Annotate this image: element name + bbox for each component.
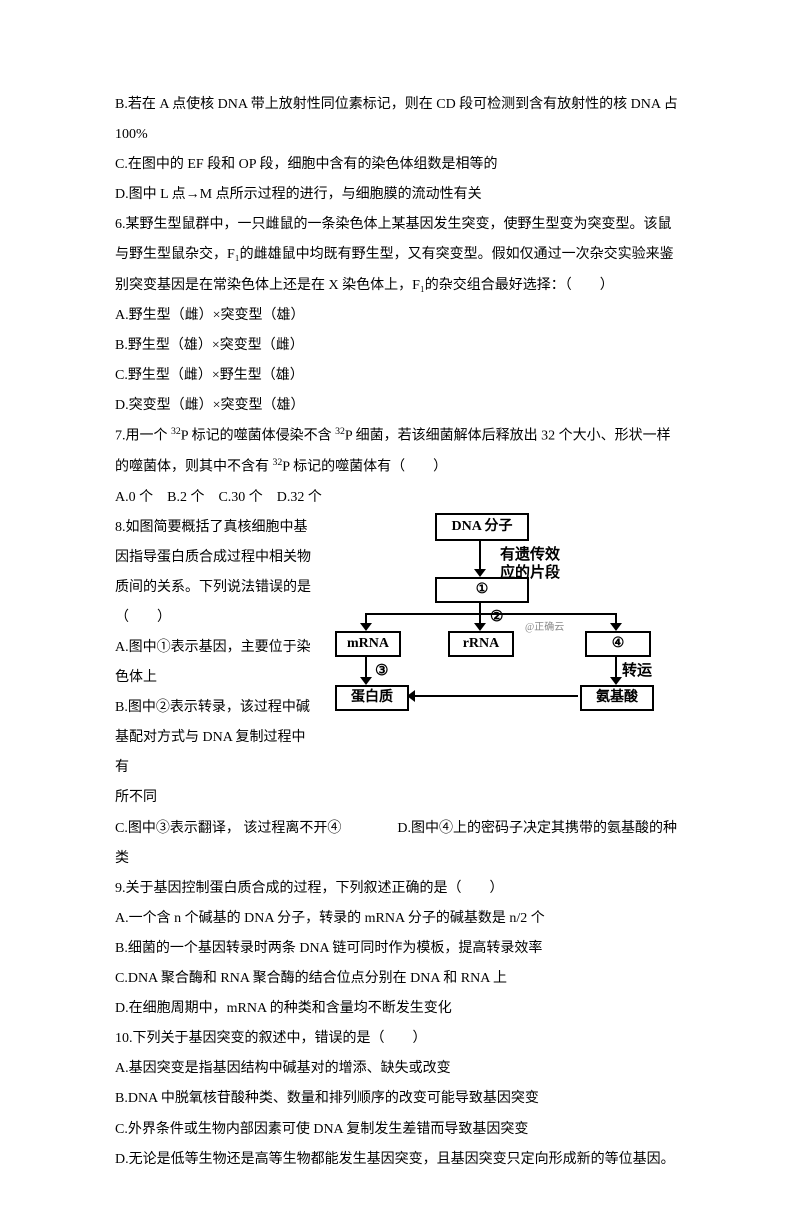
watermark: @正确云 [525, 617, 564, 639]
q8-l4: （ ） [115, 603, 315, 633]
q10-option-a: A.基因突变是指基因结构中碱基对的增添、缺失或改变 [115, 1054, 710, 1084]
dna-box: DNA 分子 [435, 513, 529, 541]
protein-box: 蛋白质 [335, 685, 409, 711]
q8-l5: A.图中①表示基因，主要位于染 [115, 633, 315, 663]
q9-option-d: D.在细胞周期中，mRNA 的种类和含量均不断发生变化 [115, 994, 710, 1024]
q8-l8: 基配对方式与 DNA 复制过程中有 [115, 723, 315, 783]
q8-l6: 色体上 [115, 663, 315, 693]
question-8-wrap: 8.如图简要概括了真核细胞中基 因指导蛋白质合成过程中相关物 质间的关系。下列说… [115, 513, 710, 784]
arrow-to-4 [615, 613, 617, 623]
question-7-line1: 7.用一个 32P 标记的噬菌体侵染不含 32P 细菌，若该细菌解体后释放出 3… [115, 421, 710, 452]
q6-option-b: B.野生型（雄）×突变型（雌） [115, 331, 710, 361]
diagram-container: DNA 分子 有遗传效 应的片段 ① ② @正确云 mRNA rRNA ④ [330, 513, 710, 784]
q8-l9: 所不同 [115, 783, 710, 813]
q6-option-d: D.突变型（雌）×突变型（雄） [115, 391, 710, 421]
question-6-line1: 6.某野生型鼠群中，一只雌鼠的一条染色体上某基因发生突变，使野生型变为突变型。该… [115, 210, 710, 240]
arrow-to-mrna [365, 613, 367, 623]
q8-l1: 8.如图简要概括了真核细胞中基 [115, 513, 315, 543]
option-d: D.图中 L 点→M 点所示过程的进行，与细胞膜的流动性有关 [115, 180, 710, 210]
question-10: 10.下列关于基因突变的叙述中，错误的是（ ） [115, 1024, 710, 1054]
question-6-line3: 别突变基因是在常染色体上还是在 X 染色体上，F₁的杂交组合最好选择：（ ） [115, 271, 710, 301]
hline-branch [365, 613, 615, 615]
q6-option-c: C.野生型（雌）×野生型（雄） [115, 361, 710, 391]
q6-option-a: A.野生型（雌）×突变型（雄） [115, 301, 710, 331]
option-c: C.在图中的 EF 段和 OP 段，细胞中含有的染色体组数是相等的 [115, 150, 710, 180]
q10-option-d: D.无论是低等生物还是高等生物都能发生基因突变，且基因突变只定向形成新的等位基因… [115, 1145, 710, 1175]
box-1: ① [435, 577, 529, 603]
q8-option-d-cont: 类 [115, 844, 710, 874]
question-9: 9.关于基因控制蛋白质合成的过程，下列叙述正确的是（ ） [115, 874, 710, 904]
question-7-line2: 的噬菌体，则其中不含有 32P 标记的噬菌体有（ ） [115, 452, 710, 483]
q9-option-c: C.DNA 聚合酶和 RNA 聚合酶的结合位点分别在 DNA 和 RNA 上 [115, 964, 710, 994]
q8-l2: 因指导蛋白质合成过程中相关物 [115, 543, 315, 573]
q9-option-b: B.细菌的一个基因转录时两条 DNA 链可同时作为模板，提高转录效率 [115, 934, 710, 964]
arrow-dna-to-1 [479, 539, 481, 569]
q8-l7: B.图中②表示转录，该过程中碱 [115, 693, 315, 723]
question-6-line2: 与野生型鼠杂交，F₁的雌雄鼠中均既有野生型，又有突变型。假如仅通过一次杂交实验来… [115, 240, 710, 270]
flowchart-diagram: DNA 分子 有遗传效 应的片段 ① ② @正确云 mRNA rRNA ④ [330, 513, 655, 723]
q8-option-cd: C.图中③表示翻译， 该过程离不开④ D.图中④上的密码子决定其携带的氨基酸的种 [115, 814, 710, 844]
question-8-text: 8.如图简要概括了真核细胞中基 因指导蛋白质合成过程中相关物 质间的关系。下列说… [115, 513, 315, 784]
arrow-to-rrna [479, 613, 481, 623]
q9-option-a: A.一个含 n 个碱基的 DNA 分子，转录的 mRNA 分子的碱基数是 n/2… [115, 904, 710, 934]
option-b: B.若在 A 点使核 DNA 带上放射性同位素标记，则在 CD 段可检测到含有放… [115, 90, 710, 150]
document-page: B.若在 A 点使核 DNA 带上放射性同位素标记，则在 CD 段可检测到含有放… [0, 0, 800, 1215]
amino-box: 氨基酸 [580, 685, 654, 711]
q10-option-b: B.DNA 中脱氧核苷酸种类、数量和排列顺序的改变可能导致基因突变 [115, 1084, 710, 1114]
line-from-1 [479, 601, 481, 613]
q10-option-c: C.外界条件或生物内部因素可使 DNA 复制发生差错而导致基因突变 [115, 1115, 710, 1145]
arrow-4-amino [615, 655, 617, 677]
box-4: ④ [585, 631, 651, 657]
rrna-box: rRNA [448, 631, 514, 657]
q7-options: A.0 个 B.2 个 C.30 个 D.32 个 [115, 483, 710, 513]
arrow-amino-protein [415, 695, 578, 697]
mrna-box: mRNA [335, 631, 401, 657]
q8-l3: 质间的关系。下列说法错误的是 [115, 573, 315, 603]
arrow-mrna-protein [365, 655, 367, 677]
